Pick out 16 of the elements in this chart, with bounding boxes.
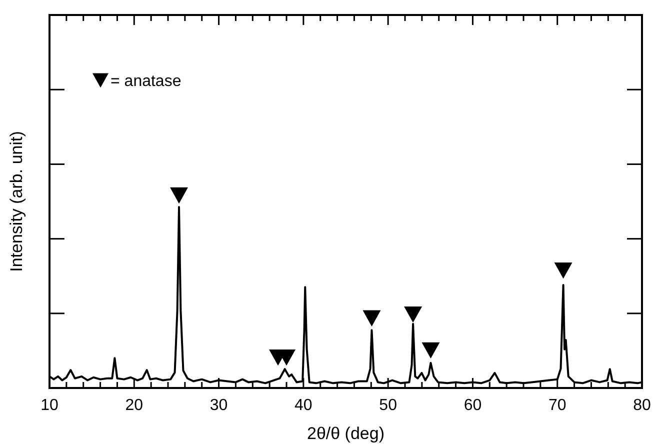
x-tick-label: 20 [125, 397, 144, 414]
x-tick-label: 80 [633, 397, 651, 414]
x-tick-label: 40 [294, 397, 312, 414]
legend-label: = anatase [110, 73, 182, 90]
point [362, 310, 381, 327]
x-tick-label: 50 [379, 397, 398, 414]
x-axis-title: 2θ/θ (deg) [307, 424, 384, 443]
point [422, 342, 440, 359]
x-tick-label: 60 [464, 397, 482, 414]
point [170, 187, 188, 204]
x-tick-label: 10 [40, 397, 58, 414]
point [554, 262, 572, 279]
x-tick-label: 70 [548, 397, 566, 414]
point [404, 306, 422, 323]
y-axis-title: Intensity (arb. unit) [7, 131, 26, 272]
x-tick-label: 30 [210, 397, 228, 414]
